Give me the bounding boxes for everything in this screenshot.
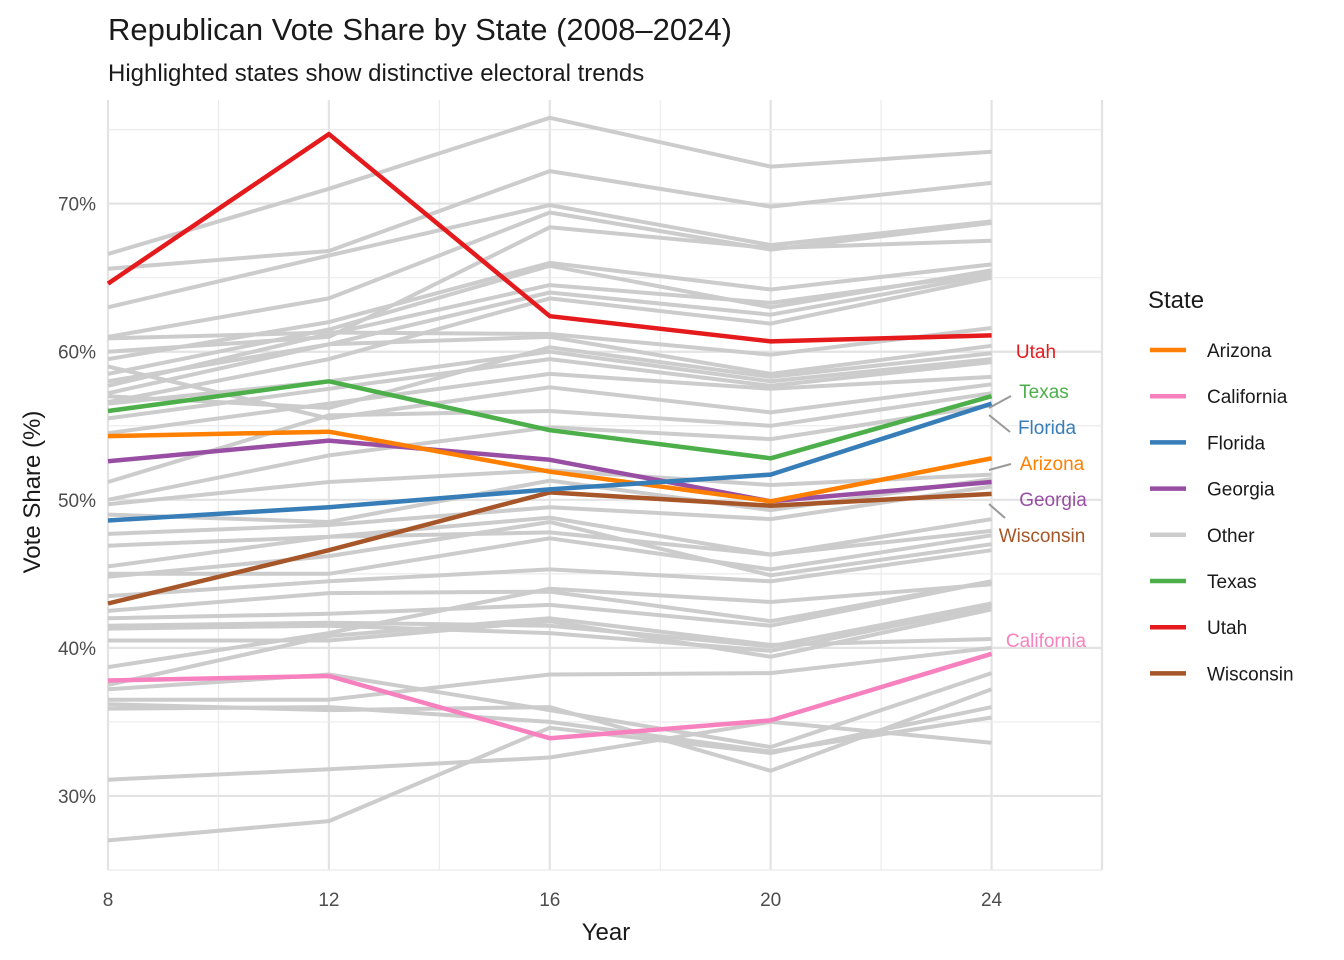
series-line-other [107, 349, 992, 406]
legend-title: State [1148, 287, 1204, 314]
series-line-other [107, 403, 992, 502]
end-label-georgia: Georgia [1019, 490, 1087, 511]
series-line-other [107, 203, 992, 310]
series-line-other [107, 272, 992, 396]
series-line-other [107, 616, 992, 687]
series-line-utah [106, 131, 992, 344]
x-tick-label: 8 [103, 890, 114, 911]
series-line-other [107, 515, 992, 557]
series-line-wisconsin [107, 490, 992, 606]
series-line-other [107, 484, 992, 536]
series-line-other [107, 604, 992, 653]
end-label-florida: Florida [1018, 418, 1077, 439]
axes: Year Vote Share (%) 30% 40% 50% 60% 70% 8 12 16… [19, 195, 1003, 946]
x-tick-label: 20 [760, 890, 781, 911]
series-line-texas [107, 379, 993, 461]
series-line-other [107, 705, 993, 843]
series-line-other [108, 533, 992, 576]
end-label-wisconsin: Wisconsin [999, 526, 1086, 547]
legend-label-california: California [1207, 387, 1288, 408]
series-line-other [107, 169, 992, 271]
legend-label-florida: Florida [1207, 433, 1266, 454]
y-tick-label: 30% [58, 787, 96, 808]
series-line-other [107, 719, 992, 782]
series-line-other [107, 579, 992, 624]
series-line-other [107, 528, 992, 569]
y-tick-label: 70% [58, 195, 96, 216]
x-tick-label: 16 [539, 890, 560, 911]
series-line-other [107, 705, 992, 754]
series-line-other [107, 371, 992, 436]
legend-label-other: Other [1207, 526, 1255, 547]
end-label-utah: Utah [1016, 342, 1056, 363]
other-series-lines [107, 115, 993, 843]
series-line-georgia [107, 438, 992, 504]
series-line-other [107, 364, 992, 421]
legend-label-arizona: Arizona [1207, 341, 1272, 362]
series-line-arizona [107, 429, 993, 504]
series-line-other [107, 548, 992, 599]
label-connector [988, 414, 1011, 433]
chart-title: Republican Vote Share by State (2008–202… [108, 12, 732, 47]
label-connector [988, 463, 1012, 471]
label-connector [988, 503, 1006, 519]
x-tick-label: 12 [318, 890, 339, 911]
series-line-other [107, 579, 992, 628]
legend: State Arizona California Florida Georgia Oth… [1148, 287, 1294, 685]
series-line-other [107, 326, 992, 357]
end-label-texas: Texas [1019, 382, 1069, 403]
legend-label-georgia: Georgia [1207, 480, 1275, 501]
x-tick-label: 24 [981, 890, 1003, 911]
label-connector [988, 395, 1012, 409]
end-label-arizona: Arizona [1020, 454, 1085, 475]
series-line-other [107, 582, 992, 670]
series-line-other [107, 601, 992, 649]
x-axis-title: Year [582, 919, 631, 946]
series-line-other [107, 271, 992, 388]
series-line-other [107, 345, 992, 410]
series-line-other [107, 334, 992, 384]
chart-subtitle: Highlighted states show distinctive elec… [108, 60, 645, 87]
legend-label-utah: Utah [1207, 618, 1247, 639]
y-tick-label: 50% [58, 491, 96, 512]
series-line-other [108, 645, 992, 702]
y-tick-label: 60% [58, 343, 96, 364]
series-line-other [107, 357, 992, 421]
end-labels: Utah Texas Florida Arizona Georgia Wisconsin C… [988, 342, 1087, 652]
series-line-other [107, 210, 992, 339]
series-line-other [107, 391, 992, 484]
legend-label-wisconsin: Wisconsin [1207, 664, 1294, 685]
y-tick-label: 40% [58, 639, 96, 660]
legend-label-texas: Texas [1207, 572, 1257, 593]
series-line-other [107, 115, 992, 256]
series-line-california [107, 651, 993, 741]
y-axis-title: Vote Share (%) [19, 411, 46, 574]
series-line-florida [107, 401, 993, 523]
series-line-other [107, 225, 992, 354]
highlighted-series-lines [106, 131, 993, 741]
series-line-other [107, 520, 992, 579]
end-label-california: California [1006, 631, 1087, 652]
series-line-other [107, 275, 993, 405]
